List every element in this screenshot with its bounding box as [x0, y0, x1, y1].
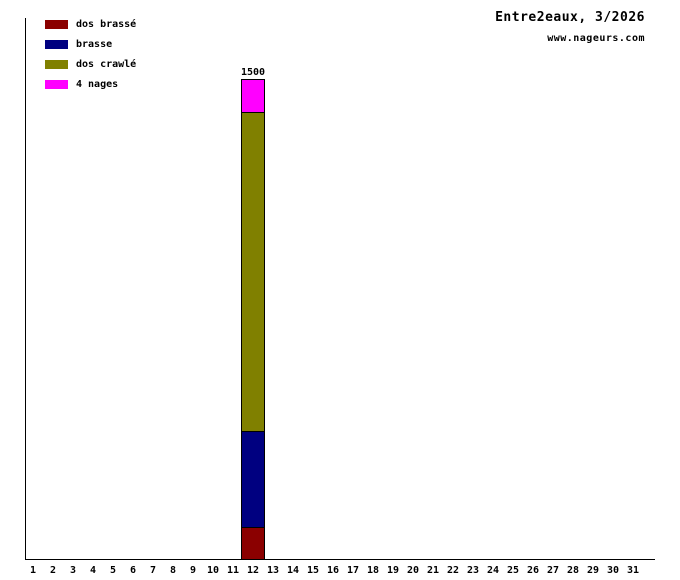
x-tick-label: 18 [366, 565, 380, 576]
legend-item: 4 nages [45, 74, 136, 94]
stacked-bar-day-12 [241, 79, 265, 559]
legend: dos brassé brasse dos crawlé 4 nages [45, 14, 136, 94]
legend-item: dos brassé [45, 14, 136, 34]
x-tick-label: 4 [89, 565, 97, 576]
bar-segment-brasse [242, 431, 264, 528]
x-tick-label: 15 [306, 565, 320, 576]
legend-label: brasse [76, 38, 113, 50]
x-tick-label: 11 [226, 565, 240, 576]
x-tick-label: 23 [466, 565, 480, 576]
x-tick-label: 28 [566, 565, 580, 576]
x-tick-label: 30 [606, 565, 620, 576]
chart-title: Entre2eaux, 3/2026 [495, 10, 645, 25]
x-tick-label: 3 [69, 565, 77, 576]
bar-total-label: 1500 [240, 67, 266, 78]
legend-swatch [45, 39, 68, 49]
x-tick-label: 19 [386, 565, 400, 576]
y-axis-line [25, 18, 26, 560]
legend-item: brasse [45, 34, 136, 54]
x-tick-label: 12 [246, 565, 260, 576]
chart-subtitle: www.nageurs.com [547, 33, 645, 44]
legend-swatch [45, 59, 68, 69]
x-tick-label: 7 [149, 565, 157, 576]
legend-label: dos crawlé [76, 58, 137, 70]
x-tick-label: 31 [626, 565, 640, 576]
x-tick-label: 24 [486, 565, 500, 576]
legend-swatch [45, 79, 68, 89]
x-tick-label: 2 [49, 565, 57, 576]
x-tick-label: 27 [546, 565, 560, 576]
x-tick-label: 6 [129, 565, 137, 576]
x-tick-label: 26 [526, 565, 540, 576]
bar-segment-dos-crawlé [242, 111, 264, 432]
x-tick-label: 29 [586, 565, 600, 576]
x-tick-label: 13 [266, 565, 280, 576]
x-tick-label: 1 [29, 565, 37, 576]
bar-segment-4-nages [242, 80, 264, 112]
x-tick-label: 22 [446, 565, 460, 576]
chart-titles: Entre2eaux, 3/2026 www.nageurs.com [495, 10, 645, 44]
x-tick-label: 25 [506, 565, 520, 576]
legend-label: dos brassé [76, 18, 137, 30]
x-tick-label: 20 [406, 565, 420, 576]
x-tick-label: 8 [169, 565, 177, 576]
x-axis-line [25, 559, 655, 560]
x-tick-label: 17 [346, 565, 360, 576]
bar-segment-dos-brassé [242, 527, 264, 559]
legend-item: dos crawlé [45, 54, 136, 74]
legend-label: 4 nages [76, 78, 119, 90]
x-tick-label: 16 [326, 565, 340, 576]
x-tick-label: 10 [206, 565, 220, 576]
x-tick-label: 5 [109, 565, 117, 576]
x-tick-label: 21 [426, 565, 440, 576]
x-tick-label: 14 [286, 565, 300, 576]
x-tick-label: 9 [189, 565, 197, 576]
legend-swatch [45, 19, 68, 29]
